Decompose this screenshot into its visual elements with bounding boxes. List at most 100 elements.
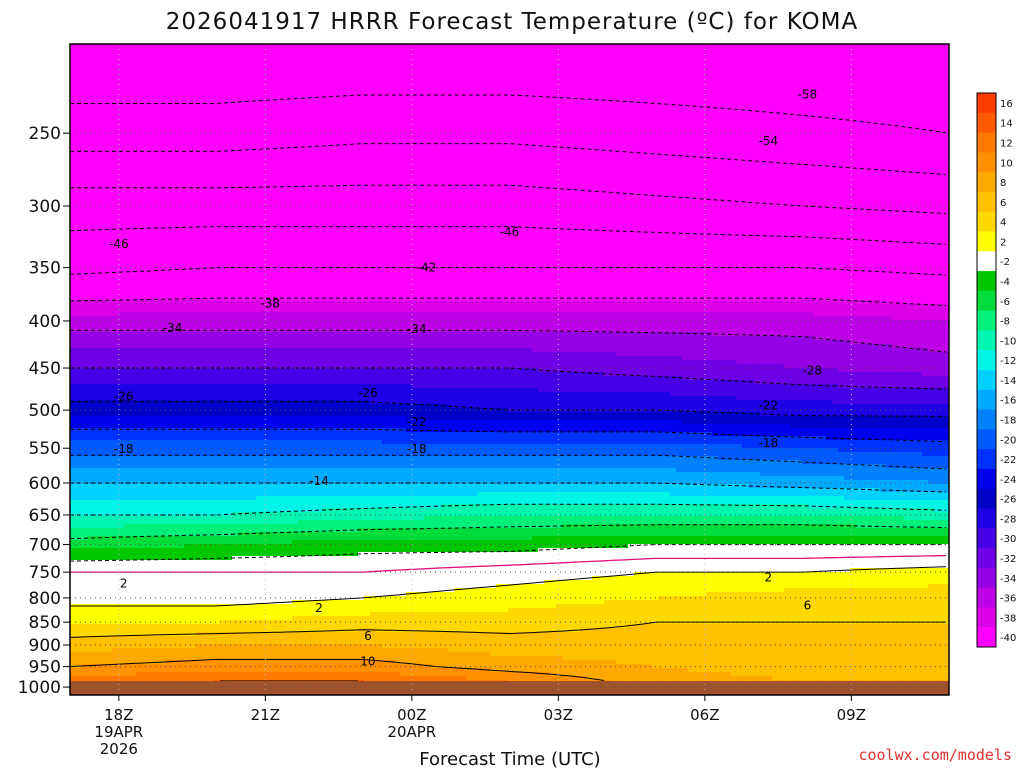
field-cell [466,172,473,177]
field-cell [298,108,305,113]
field-cell [448,60,455,65]
field-cell [148,52,155,57]
field-cell [400,160,407,165]
field-cell [286,100,293,105]
field-cell [424,128,431,133]
field-cell [196,160,203,165]
field-cell [544,116,551,121]
field-cell [910,156,917,161]
field-cell [880,152,887,157]
field-cell [730,128,737,133]
field-cell [442,72,449,77]
field-cell [580,104,587,109]
field-cell [766,152,773,157]
field-cell [724,152,731,157]
field-cell [220,76,227,81]
field-cell [478,60,485,65]
field-cell [292,120,299,125]
field-cell [784,64,791,69]
field-cell [748,56,755,61]
field-cell [106,160,113,165]
field-cell [784,160,791,165]
field-cell [238,104,245,109]
field-cell [412,160,419,165]
field-cell [214,124,221,129]
field-cell [754,76,761,81]
field-cell [730,116,737,121]
field-cell [934,100,941,105]
field-cell [598,152,605,157]
field-cell [910,64,917,69]
field-cell [160,116,167,121]
field-cell [574,84,581,89]
field-cell [328,124,335,129]
field-cell [382,116,389,121]
field-cell [934,168,941,173]
field-cell [388,156,395,161]
field-cell [868,136,875,141]
field-cell [304,76,311,81]
field-cell [820,52,827,57]
field-cell [118,128,125,133]
field-cell [538,84,545,89]
field-cell [382,152,389,157]
field-cell [502,52,509,57]
field-cell [358,68,365,73]
field-cell [466,68,473,73]
field-cell [148,116,155,121]
field-cell [256,156,263,161]
field-cell [460,164,467,169]
field-cell [226,140,233,145]
field-cell [484,164,491,169]
field-cell [772,176,779,181]
field-cell [868,92,875,97]
field-cell [658,64,665,69]
field-cell [742,144,749,149]
field-cell [130,84,137,89]
field-cell [868,112,875,117]
field-cell [754,160,761,165]
field-cell [178,176,185,181]
field-cell [514,120,521,125]
field-cell [196,120,203,125]
field-cell [790,64,797,69]
field-cell [700,56,707,61]
field-cell [304,108,311,113]
field-cell [418,112,425,117]
field-cell [124,136,131,141]
field-cell [118,60,125,65]
field-cell [340,72,347,77]
field-cell [334,172,341,177]
field-cell [124,112,131,117]
field-cell [826,92,833,97]
field-cell [724,72,731,77]
field-cell [880,92,887,97]
field-cell [808,56,815,61]
field-cell [310,108,317,113]
field-cell [844,148,851,153]
field-cell [478,96,485,101]
field-cell [766,56,773,61]
field-cell [748,104,755,109]
field-cell [328,56,335,61]
field-cell [502,164,509,169]
field-cell [304,124,311,129]
field-cell [628,96,635,101]
field-cell [640,168,647,173]
field-cell [724,168,731,173]
field-cell [634,124,641,129]
field-cell [682,160,689,165]
field-cell [478,116,485,121]
field-cell [646,124,653,129]
field-cell [868,60,875,65]
field-cell [586,84,593,89]
field-cell [436,136,443,141]
field-cell [112,156,119,161]
field-cell [538,124,545,129]
field-cell [760,80,767,85]
field-cell [472,128,479,133]
field-cell [880,60,887,65]
field-cell [262,160,269,165]
field-cell [304,84,311,89]
field-cell [166,120,173,125]
